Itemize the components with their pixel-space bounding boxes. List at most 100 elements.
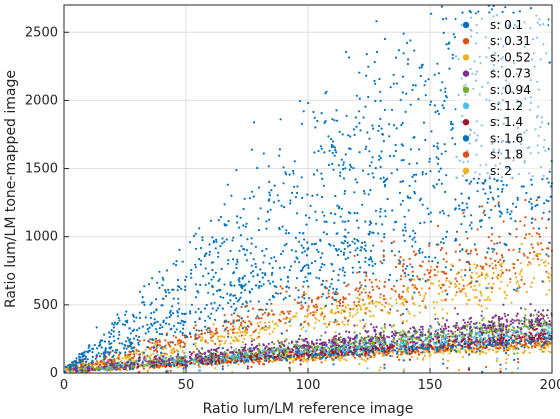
scatter-point (364, 312, 367, 315)
scatter-point (315, 318, 318, 321)
scatter-point (536, 332, 539, 335)
scatter-point (458, 282, 461, 285)
scatter-point (190, 357, 193, 360)
scatter-point (507, 325, 511, 328)
scatter-point (525, 191, 528, 195)
scatter-point (317, 357, 320, 360)
scatter-point (306, 309, 309, 312)
scatter-point (424, 306, 427, 309)
scatter-point (516, 352, 519, 355)
scatter-point (217, 335, 220, 338)
scatter-point (334, 345, 337, 348)
scatter-point (441, 283, 445, 287)
scatter-point (91, 367, 94, 371)
scatter-point (357, 290, 360, 293)
scatter-point (297, 348, 300, 351)
scatter-point (221, 307, 224, 310)
scatter-point (405, 320, 408, 323)
scatter-point (461, 326, 464, 329)
scatter-point (127, 353, 130, 356)
scatter-point (509, 280, 512, 284)
scatter-point (246, 315, 249, 318)
scatter-point (201, 336, 204, 339)
scatter-point (273, 342, 276, 346)
scatter-point (466, 321, 470, 324)
scatter-point (481, 319, 484, 322)
scatter-point (239, 296, 242, 299)
scatter-point (471, 271, 474, 274)
scatter-point (393, 285, 396, 288)
scatter-point (284, 351, 288, 354)
scatter-point (252, 338, 255, 341)
scatter-point (345, 50, 348, 54)
scatter-point (169, 355, 172, 358)
scatter-point (379, 177, 382, 180)
scatter-point (374, 262, 377, 265)
scatter-point (528, 324, 532, 327)
scatter-point (381, 309, 384, 312)
scatter-point (267, 357, 270, 360)
scatter-point (165, 360, 168, 363)
scatter-point (368, 164, 371, 167)
scatter-point (267, 312, 270, 315)
scatter-point (194, 342, 197, 345)
scatter-point (516, 367, 520, 370)
scatter-point (172, 347, 176, 350)
scatter-point (302, 280, 306, 283)
scatter-point (458, 351, 461, 354)
scatter-point (219, 335, 222, 338)
scatter-point (510, 301, 513, 304)
scatter-point (251, 288, 254, 291)
scatter-point (343, 346, 346, 349)
scatter-point (88, 363, 91, 366)
scatter-point (268, 321, 271, 324)
scatter-point (519, 330, 523, 333)
scatter-point (310, 300, 313, 304)
scatter-point (439, 211, 442, 214)
scatter-point (461, 355, 464, 358)
scatter-point (129, 358, 132, 361)
scatter-point (452, 325, 455, 328)
scatter-point (461, 201, 464, 205)
scatter-point (146, 370, 149, 373)
scatter-point (111, 367, 114, 370)
scatter-point (224, 340, 227, 343)
scatter-point (128, 364, 132, 367)
scatter-point (177, 302, 180, 305)
scatter-point (214, 356, 217, 359)
scatter-point (230, 346, 233, 349)
scatter-point (205, 328, 208, 331)
scatter-point (510, 344, 513, 347)
scatter-point (131, 365, 134, 369)
scatter-point (298, 356, 301, 359)
scatter-point (442, 327, 445, 330)
scatter-point (337, 300, 341, 303)
scatter-point (466, 237, 469, 240)
scatter-point (384, 350, 387, 353)
scatter-point (125, 369, 129, 372)
scatter-point (209, 333, 213, 336)
scatter-point (343, 323, 346, 326)
scatter-point (286, 346, 290, 349)
scatter-point (462, 318, 465, 322)
scatter-point (273, 327, 276, 330)
scatter-point (525, 325, 528, 328)
scatter-point (293, 357, 296, 360)
scatter-point (361, 345, 364, 348)
scatter-point (370, 281, 373, 284)
scatter-point (278, 341, 281, 344)
scatter-point (410, 278, 413, 281)
scatter-point (243, 358, 246, 361)
scatter-point (439, 248, 442, 252)
scatter-point (488, 286, 491, 290)
scatter-point (532, 314, 535, 317)
scatter-point (168, 343, 171, 346)
scatter-point (492, 322, 495, 325)
scatter-point (327, 353, 331, 356)
scatter-point (350, 342, 353, 345)
scatter-point (462, 284, 465, 287)
scatter-point (492, 316, 495, 319)
scatter-point (401, 334, 404, 337)
scatter-point (488, 348, 491, 351)
scatter-point (84, 363, 87, 366)
